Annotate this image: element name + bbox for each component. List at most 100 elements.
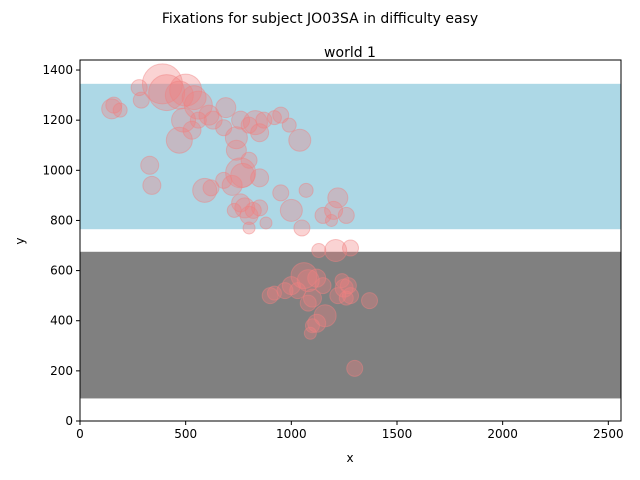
x-tick-label: 0 <box>76 427 84 441</box>
fixation-point <box>242 110 268 136</box>
fixation-point <box>276 282 294 300</box>
fixation-point <box>324 213 338 227</box>
x-axis-label: x <box>346 451 353 465</box>
fixation-point <box>231 110 251 130</box>
fixation-point <box>281 117 297 133</box>
fixation-point <box>182 120 202 140</box>
fixation-point <box>215 171 233 189</box>
fixation-point <box>189 111 207 129</box>
fixation-point <box>215 97 237 119</box>
fixation-point <box>313 304 337 328</box>
x-tick-label: 1000 <box>276 427 307 441</box>
x-tick-label: 2000 <box>487 427 518 441</box>
fixation-point <box>255 111 273 129</box>
fixation-point <box>304 318 320 334</box>
chart-title: world 1 <box>324 45 376 61</box>
y-tick-label: 1400 <box>42 63 73 77</box>
fixation-point <box>361 292 379 310</box>
fixation-point <box>259 216 273 230</box>
fixation-point <box>298 182 314 198</box>
fixation-point <box>221 174 243 196</box>
fixation-point <box>272 106 290 124</box>
fixation-point <box>302 288 322 308</box>
fixation-point <box>230 162 256 188</box>
fixation-point <box>261 287 279 305</box>
fixation-point <box>183 90 213 120</box>
fixation-point <box>290 262 318 290</box>
fixation-point <box>250 168 270 188</box>
fixation-point <box>240 116 258 134</box>
fixation-point <box>234 197 256 219</box>
fixation-point <box>296 269 320 293</box>
fixation-point <box>266 285 282 301</box>
fixation-point <box>101 98 123 120</box>
region-layer <box>80 83 621 399</box>
fixation-point <box>141 63 183 105</box>
fixation-point <box>244 201 262 219</box>
fixation-point <box>240 151 258 169</box>
fixation-point <box>324 239 348 263</box>
fixation-point <box>342 287 359 305</box>
fixation-point <box>307 268 327 288</box>
region-band-0 <box>80 83 621 230</box>
fixation-point <box>327 187 349 209</box>
fixation-point <box>307 313 327 333</box>
fixation-point <box>311 243 327 259</box>
fixation-point <box>293 219 311 237</box>
fixation-point <box>279 198 303 222</box>
fixation-point <box>130 79 148 97</box>
fixation-point <box>215 119 233 137</box>
fixation-point <box>303 326 317 340</box>
fixation-point <box>226 202 242 218</box>
fixation-point <box>324 200 344 220</box>
fixation-point <box>132 91 150 109</box>
fixation-point <box>342 239 359 257</box>
x-tick-label: 2500 <box>593 427 624 441</box>
fixation-point <box>225 139 247 161</box>
fixation-point <box>169 73 203 107</box>
fixation-point <box>164 80 194 110</box>
fixation-point <box>339 277 357 295</box>
x-tick-label: 1500 <box>382 427 413 441</box>
y-axis-label: y <box>13 237 27 244</box>
fixation-point <box>203 110 223 130</box>
fixation-point <box>337 206 355 224</box>
fixation-point <box>289 282 307 300</box>
x-axis-ticks: 0 500 1000 1500 2000 2500 <box>76 421 624 441</box>
fixation-point <box>329 287 347 305</box>
fixation-point <box>224 126 248 150</box>
fixation-point <box>266 110 282 126</box>
fixation-point <box>251 199 269 217</box>
y-tick-label: 400 <box>50 314 73 328</box>
fixation-point <box>140 155 160 175</box>
fixation-point <box>105 96 123 114</box>
fixation-point <box>299 294 317 312</box>
y-tick-label: 1000 <box>42 163 73 177</box>
fixation-point <box>250 123 270 143</box>
y-axis-ticks: 0 200 400 600 800 1000 1200 1400 <box>42 63 80 428</box>
fixation-point <box>334 273 350 289</box>
plot-frame <box>79 59 622 422</box>
fixation-point <box>148 74 186 112</box>
fixation-point <box>231 193 251 213</box>
y-tick-label: 0 <box>65 414 73 428</box>
region-band-1 <box>80 251 621 399</box>
fixation-point <box>181 85 207 111</box>
fixation-point <box>242 221 256 235</box>
fixation-point <box>338 290 354 306</box>
y-tick-label: 600 <box>50 264 73 278</box>
fixation-point <box>288 128 312 152</box>
fixation-point <box>142 175 162 195</box>
y-tick-label: 1200 <box>42 113 73 127</box>
y-tick-label: 800 <box>50 213 73 227</box>
fixation-point <box>192 177 218 203</box>
fixation-point <box>239 205 259 225</box>
fixation-point <box>165 126 193 154</box>
x-tick-label: 500 <box>174 427 197 441</box>
fixation-point <box>314 277 332 295</box>
fixation-point <box>272 184 290 202</box>
fixation-point <box>112 102 128 118</box>
fixation-point <box>334 278 354 298</box>
fixation-point <box>225 157 257 189</box>
y-tick-label: 200 <box>50 364 73 378</box>
